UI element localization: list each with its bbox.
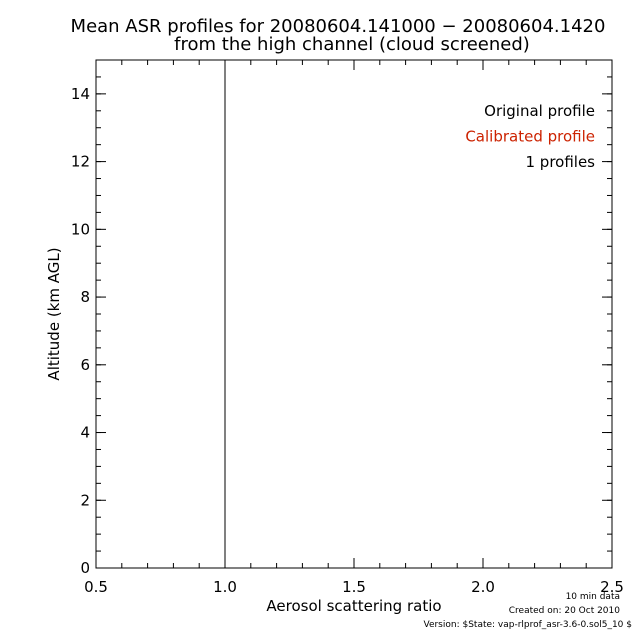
chart-title: Mean ASR profiles for 20080604.141000 − … <box>71 16 606 37</box>
y-tick-label: 6 <box>80 356 90 374</box>
footer-version: Version: $State: vap-rlprof_asr-3.6-0.so… <box>423 620 632 630</box>
y-axis-label: Altitude (km AGL) <box>45 247 63 380</box>
x-tick-label: 2.0 <box>471 578 495 596</box>
footer-created-date: Created on: 20 Oct 2010 <box>509 606 620 616</box>
legend: Original profile Calibrated profile 1 prof… <box>465 102 595 171</box>
y-tick-label: 8 <box>80 288 90 306</box>
legend-entry: Calibrated profile <box>465 128 595 146</box>
x-tick-label: 1.5 <box>342 578 366 596</box>
y-tick-labels: 0 2 4 6 8 10 12 14 <box>71 85 90 577</box>
x-tick-label: 1.0 <box>213 578 237 596</box>
footer-data-interval: 10 min data <box>566 592 620 602</box>
legend-entry: 1 profiles <box>525 153 595 171</box>
chart-subtitle: from the high channel (cloud screened) <box>174 34 530 55</box>
y-tick-label: 2 <box>80 491 90 509</box>
x-axis-label: Aerosol scattering ratio <box>266 597 441 615</box>
x-tick-labels: 0.5 1.0 1.5 2.0 2.5 <box>84 578 624 596</box>
y-tick-label: 10 <box>71 220 90 238</box>
legend-entry: Original profile <box>484 102 595 120</box>
y-tick-label: 14 <box>71 85 90 103</box>
x-tick-label: 2.5 <box>600 578 624 596</box>
x-tick-label: 0.5 <box>84 578 108 596</box>
y-tick-label: 12 <box>71 153 90 171</box>
y-tick-label: 4 <box>80 424 90 442</box>
y-tick-label: 0 <box>80 559 90 577</box>
